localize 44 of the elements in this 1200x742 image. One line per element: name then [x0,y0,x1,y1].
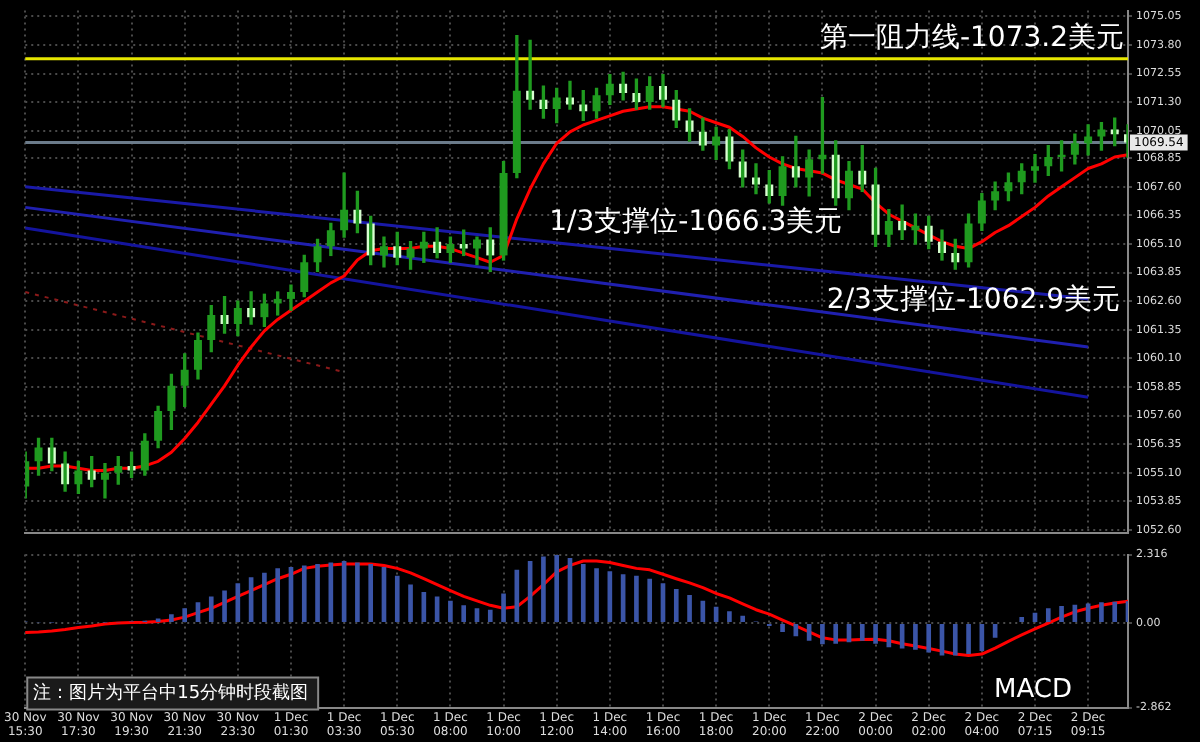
bar [501,593,506,623]
bar [780,624,785,632]
bar [727,611,732,623]
bar [554,555,560,623]
bar [873,624,878,644]
bar [208,596,214,623]
bar [647,578,653,623]
bar [913,624,918,650]
bar [1045,608,1051,623]
bar [541,556,546,623]
ref-line-label: 第一阻力线-1073.2美元 [819,21,1124,54]
bar [169,614,174,623]
bar [820,624,825,645]
bar [594,568,599,623]
bar [368,563,374,623]
bar [952,624,958,656]
annotation: 1/3支撑位-1066.3美元 [549,206,843,239]
bar [394,575,400,623]
bar [740,615,746,623]
bar [182,608,188,623]
bar [966,624,971,655]
bar [859,624,865,641]
bar [275,568,281,623]
bar [222,590,227,623]
annotation: 注：图片为平台中15分钟时段截图 [33,682,309,705]
bar [926,624,932,653]
bar [408,584,413,623]
bar [315,563,320,623]
bar [1112,601,1118,623]
text: MACD [994,675,1072,706]
bar [262,572,267,623]
bar [301,565,307,623]
bar [448,600,453,623]
bar [1019,617,1025,623]
bar [1099,602,1104,623]
bar [673,589,679,623]
bar [580,563,586,623]
bar [461,605,467,623]
bar [634,575,639,623]
bar [687,594,692,623]
bar [833,624,839,644]
bar [1059,605,1064,623]
bar [355,562,360,623]
bar [487,609,493,623]
